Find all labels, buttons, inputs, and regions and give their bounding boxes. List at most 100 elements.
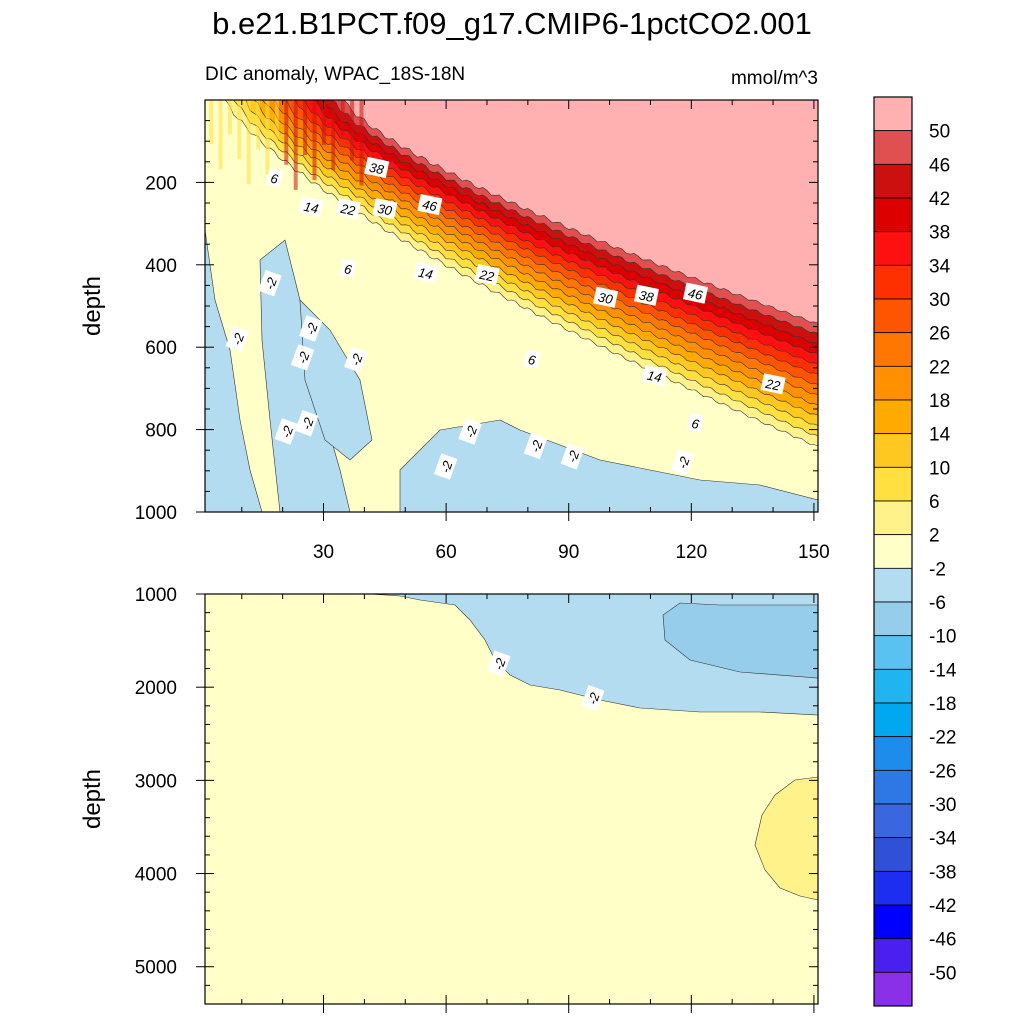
colorbar-label: -14	[929, 660, 957, 681]
colorbar-swatch	[873, 971, 913, 1007]
colorbar-swatch	[873, 500, 913, 536]
contour-label-bg	[633, 284, 659, 306]
x-tick-label: 120	[675, 542, 707, 563]
lower-strong-negative-region	[662, 602, 819, 679]
colorbar-label: 30	[929, 290, 950, 311]
contour-label-bg	[335, 198, 361, 220]
colorbar-label: -38	[929, 862, 956, 883]
upper-noise-column	[246, 100, 251, 185]
colorbar-label: 42	[929, 189, 950, 210]
colorbar-label: 34	[929, 256, 951, 277]
upper-noise-column	[256, 100, 261, 150]
contour-label: -2	[560, 442, 585, 470]
colorbar-label: -18	[929, 694, 956, 715]
contour-label: 6	[686, 413, 705, 433]
colorbar-swatch	[873, 601, 913, 637]
contour-label-bg	[487, 650, 511, 677]
upper-negative-patch	[299, 299, 373, 461]
colorbar-label: 38	[929, 223, 950, 244]
colorbar-label: 2	[929, 526, 940, 547]
contour-label-text: 30	[376, 201, 394, 219]
colorbar-swatch	[873, 938, 913, 973]
upper-noise-column	[350, 100, 355, 161]
upper-noise-column	[284, 100, 289, 165]
contour-label: 6	[339, 258, 357, 279]
contour-label-text: 38	[368, 160, 386, 178]
colorbar-swatch	[873, 769, 913, 805]
contour-label-bg	[258, 269, 282, 297]
colorbar-label: -10	[929, 627, 956, 648]
y-tick-label: 4000	[135, 865, 177, 886]
contour-label: 22	[335, 198, 361, 220]
upper-noise-column	[340, 100, 345, 136]
contour-label: -2	[258, 269, 282, 297]
contour-label: -2	[225, 325, 249, 353]
contour-label-text: 14	[417, 265, 434, 283]
x-tick-label: 60	[436, 542, 457, 563]
colorbar-label: 18	[929, 391, 950, 412]
contour-label-bg	[433, 453, 458, 480]
upper-noise-column	[274, 100, 279, 140]
colorbar-swatch	[873, 433, 913, 468]
colorbar-label: -50	[929, 963, 956, 984]
y-tick-label: 5000	[135, 958, 177, 979]
contour-label: -2	[290, 344, 315, 371]
upper-noise-column	[321, 100, 326, 146]
colorbar-swatch	[873, 803, 913, 839]
contour-label-text: 22	[477, 267, 496, 285]
colorbar-label: -6	[929, 593, 946, 614]
contour-label: -2	[458, 418, 482, 445]
contour-label-bg	[523, 349, 541, 369]
contour-label-text: 6	[269, 171, 280, 187]
upper-noise-column	[312, 100, 317, 181]
upper-noise-column	[218, 100, 223, 170]
colorbar-label: 6	[929, 492, 940, 513]
contour-label-text: 14	[303, 199, 320, 217]
contour-label-bg	[760, 373, 786, 395]
y-tick-label: 3000	[135, 771, 177, 792]
upper-subtitle-right: mmol/m^3	[731, 68, 818, 89]
contour-label: 14	[298, 196, 324, 218]
contour-label-bg	[339, 258, 357, 279]
upper-contour-fields	[204, 99, 819, 513]
chart-title: b.e21.B1PCT.f09_g17.CMIP6-1pctCO2.001	[212, 6, 812, 41]
contour-label-bg	[364, 156, 390, 179]
contour-label-bg	[290, 344, 315, 371]
contour-label: 6	[523, 349, 541, 369]
colorbar-frame	[873, 96, 913, 1007]
colorbar-swatch	[873, 904, 913, 940]
upper-noise-column	[293, 100, 298, 190]
x-tick-label: 90	[558, 542, 579, 563]
contour-label: 46	[417, 193, 443, 216]
colorbar-label: -30	[929, 795, 956, 816]
contour-label-bg	[593, 286, 619, 308]
contour-label: -2	[670, 449, 695, 476]
colorbar-swatch	[873, 264, 913, 300]
contour-label-text: 6	[343, 261, 354, 277]
lower-y-axis-label: depth	[79, 769, 106, 829]
contour-label-bg	[474, 264, 500, 286]
colorbar-swatch	[873, 870, 913, 906]
colorbar-label: -46	[929, 930, 956, 951]
x-tick-label: 150	[798, 542, 830, 563]
upper-noise-column	[331, 100, 336, 171]
contour-label-text: 14	[646, 368, 663, 386]
lower-contour-labels: -2 -2	[487, 650, 605, 712]
contour-label-bg	[670, 449, 695, 476]
colorbar-swatch	[873, 298, 913, 334]
colorbar-swatch	[873, 399, 913, 435]
contour-label-text: 30	[597, 289, 615, 307]
contour-label: -2	[274, 418, 299, 445]
colorbar-swatch	[873, 466, 913, 502]
contour-label-bg	[343, 346, 368, 373]
contour-label: 30	[372, 198, 398, 220]
colorbar-swatch	[873, 635, 913, 670]
contour-label-bg	[523, 432, 548, 460]
upper-noise-column	[237, 100, 242, 160]
colorbar-label: -42	[929, 896, 956, 917]
contour-label-bg	[274, 418, 299, 445]
y-tick-label: 200	[145, 173, 177, 194]
contour-label: 38	[364, 156, 390, 179]
colorbar-label: 50	[929, 122, 950, 143]
